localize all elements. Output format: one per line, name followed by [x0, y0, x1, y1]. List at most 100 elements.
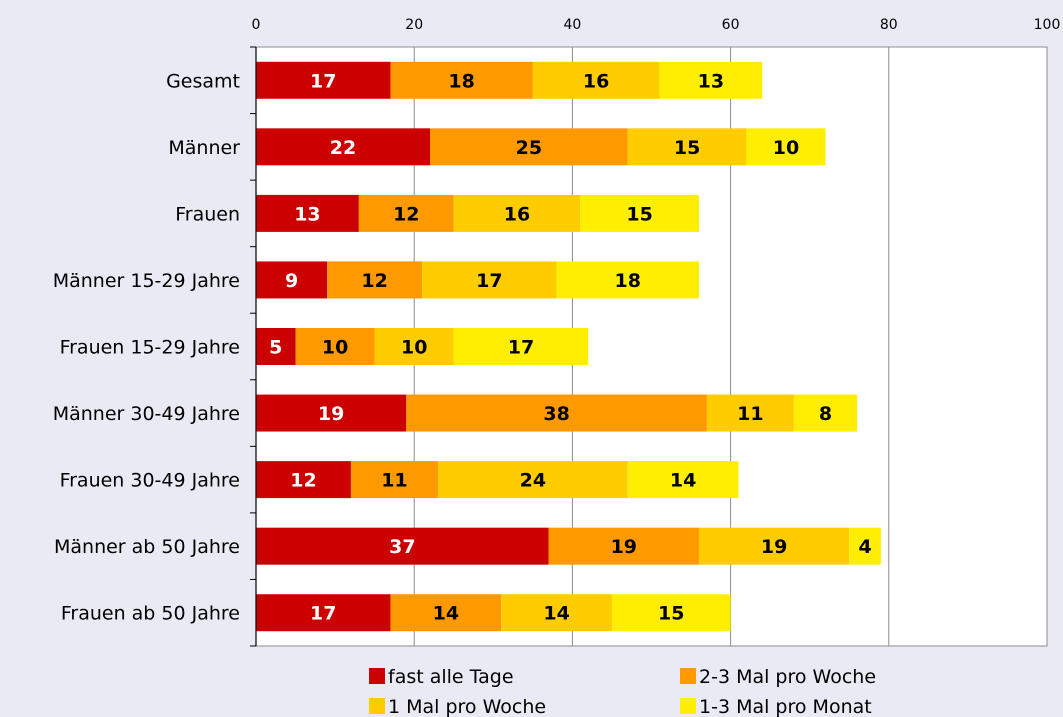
bar-value-label: 37: [389, 536, 415, 558]
bar-segment: [256, 461, 351, 499]
bar-value-label: 38: [543, 403, 569, 425]
bar-value-label: 22: [330, 137, 356, 159]
bar-segment: [548, 527, 699, 565]
bar-value-label: 25: [516, 137, 542, 159]
category-label: Gesamt: [166, 70, 240, 92]
bar-value-label: 10: [773, 137, 799, 159]
bar-value-label: 11: [737, 403, 763, 425]
legend-label: 1 Mal pro Woche: [388, 696, 546, 717]
bar-segment: [390, 61, 533, 99]
bar-segment: [374, 328, 454, 365]
category-label: Männer 15-29 Jahre: [53, 270, 240, 292]
bar-value-label: 17: [508, 337, 534, 359]
bar-segment: [453, 194, 581, 232]
bar-segment: [390, 594, 502, 632]
bar-segment: [611, 594, 731, 632]
bar-value-label: 15: [658, 603, 684, 625]
bar-segment: [430, 128, 628, 166]
bar-segment: [295, 328, 375, 365]
bar-segment: [256, 61, 391, 99]
x-tick-label: 60: [722, 17, 740, 33]
bar-segment: [350, 461, 438, 499]
bar-value-label: 15: [674, 137, 700, 159]
bar-value-label: 8: [819, 403, 832, 425]
bars: [256, 61, 881, 632]
bar-value-label: 12: [393, 203, 419, 225]
bar-segment: [532, 61, 660, 99]
bar-segment: [793, 394, 858, 432]
x-axis-ticks: 0 20 40 60 80 100: [252, 17, 1061, 33]
category-label: Männer: [168, 137, 240, 159]
x-tick-label: 0: [252, 17, 261, 33]
bar-value-label: 17: [476, 270, 502, 292]
bar-value-label: 17: [310, 70, 336, 92]
bar-segment: [256, 261, 328, 299]
legend-swatch: [680, 698, 696, 714]
bar-value-label: 11: [381, 470, 407, 492]
bar-segment: [256, 394, 407, 432]
bar-segment: [627, 128, 747, 166]
bar-segment: [746, 128, 826, 166]
legend-swatch: [369, 698, 385, 714]
category-labels: Gesamt Männer Frauen Männer 15-29 Jahre Frau…: [53, 70, 240, 624]
bar-segment: [849, 527, 881, 565]
bar-value-label: 16: [583, 70, 609, 92]
bar-segment: [437, 461, 628, 499]
bar-value-label: 18: [615, 270, 641, 292]
legend-label: 1-3 Mal pro Monat: [699, 696, 872, 717]
category-label: Männer 30-49 Jahre: [53, 403, 240, 425]
bar-segment: [627, 461, 739, 499]
bar-value-label: 4: [858, 536, 871, 558]
bar-segment: [453, 328, 589, 365]
x-tick-label: 20: [405, 17, 423, 33]
bar-segment: [327, 261, 423, 299]
bar-segment: [706, 394, 794, 432]
category-label: Frauen ab 50 Jahre: [61, 603, 240, 625]
legend-swatch: [369, 668, 385, 684]
category-label: Frauen 15-29 Jahre: [60, 337, 240, 359]
bar-value-label: 9: [285, 270, 298, 292]
legend-swatch: [680, 668, 696, 684]
x-tick-label: 80: [880, 17, 898, 33]
bar-segment: [256, 194, 359, 232]
bar-segment: [358, 194, 454, 232]
bar-segment: [698, 527, 850, 565]
bar-value-label: 19: [611, 536, 637, 558]
bar-value-label: 24: [520, 470, 546, 492]
bar-segment: [422, 261, 557, 299]
bar-value-label: 12: [361, 270, 387, 292]
bar-value-label: 5: [269, 337, 282, 359]
bar-segment: [556, 261, 699, 299]
bar-segment: [256, 128, 431, 166]
bar-value-label: 18: [448, 70, 474, 92]
bar-value-label: 16: [504, 203, 530, 225]
bar-segment: [580, 194, 699, 232]
category-label: Männer ab 50 Jahre: [54, 536, 240, 558]
bar-labels: 17 18 16 13 22 25 15 10 13 12 16 15 9 12 17 18 5 10 10 17 19…: [269, 70, 872, 624]
bar-value-label: 14: [670, 470, 696, 492]
bar-value-label: 12: [290, 470, 316, 492]
bar-value-label: 13: [698, 70, 724, 92]
bar-segment: [501, 594, 612, 632]
bar-value-label: 10: [322, 337, 348, 359]
bar-segment: [256, 594, 391, 632]
bar-segment: [256, 328, 296, 365]
category-label: Frauen 30-49 Jahre: [60, 470, 240, 492]
bar-value-label: 19: [318, 403, 344, 425]
bar-value-label: 19: [761, 536, 787, 558]
x-tick-label: 100: [1034, 17, 1061, 33]
bar-value-label: 13: [294, 203, 320, 225]
legend-label: 2-3 Mal pro Woche: [699, 666, 876, 688]
legend: fast alle Tage 2-3 Mal pro Woche 1 Mal pro…: [369, 666, 876, 717]
bar-value-label: 10: [401, 337, 427, 359]
bar-segment: [256, 527, 549, 565]
x-tick-label: 40: [563, 17, 581, 33]
legend-label: fast alle Tage: [388, 666, 514, 688]
y-axis: [250, 46, 257, 647]
bar-value-label: 15: [626, 203, 652, 225]
bar-segment: [659, 61, 763, 99]
bar-segment: [406, 394, 707, 432]
bar-value-label: 14: [543, 603, 569, 625]
bar-value-label: 17: [310, 603, 336, 625]
